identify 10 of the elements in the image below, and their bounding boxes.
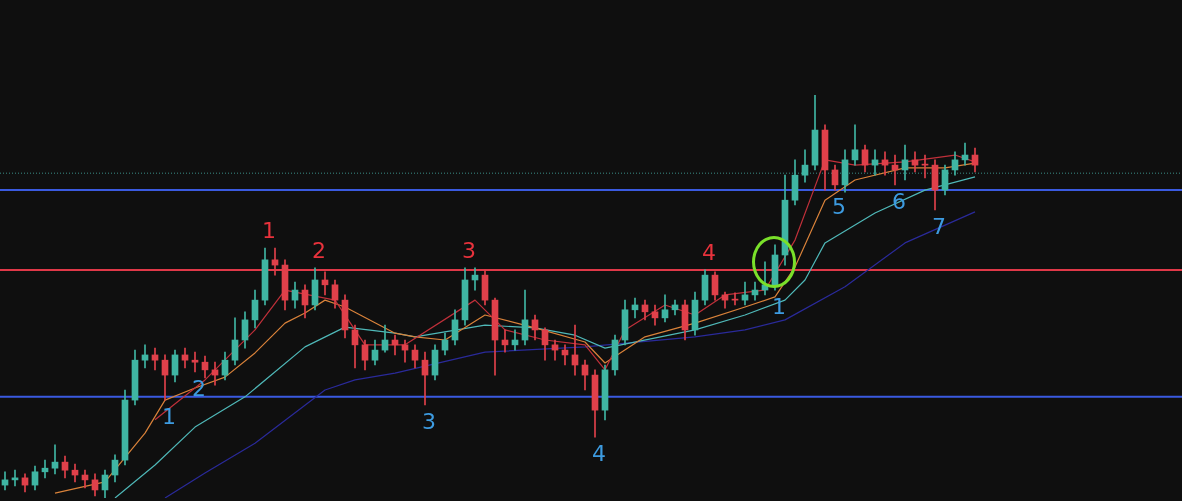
- text: 2: [312, 237, 326, 263]
- text: 3: [462, 237, 476, 263]
- text: 1: [262, 217, 276, 243]
- candlestick: [51, 444, 59, 475]
- text: 4: [702, 239, 716, 265]
- text: 3: [422, 408, 436, 434]
- text: 1: [162, 403, 176, 429]
- candlestick: [191, 351, 199, 373]
- text: 5: [832, 193, 846, 219]
- text: 4: [592, 440, 606, 466]
